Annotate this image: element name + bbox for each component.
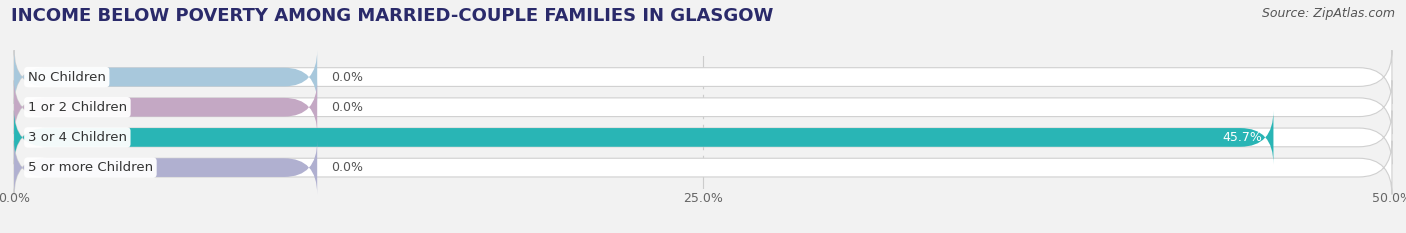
Text: INCOME BELOW POVERTY AMONG MARRIED-COUPLE FAMILIES IN GLASGOW: INCOME BELOW POVERTY AMONG MARRIED-COUPL…: [11, 7, 773, 25]
Text: 5 or more Children: 5 or more Children: [28, 161, 153, 174]
Text: 0.0%: 0.0%: [330, 71, 363, 84]
FancyBboxPatch shape: [14, 110, 1392, 164]
Text: 3 or 4 Children: 3 or 4 Children: [28, 131, 127, 144]
Text: 1 or 2 Children: 1 or 2 Children: [28, 101, 127, 114]
FancyBboxPatch shape: [14, 80, 318, 134]
FancyBboxPatch shape: [14, 141, 318, 195]
FancyBboxPatch shape: [14, 110, 1274, 164]
FancyBboxPatch shape: [14, 50, 318, 104]
FancyBboxPatch shape: [14, 80, 1392, 134]
FancyBboxPatch shape: [14, 141, 1392, 195]
Text: 0.0%: 0.0%: [330, 161, 363, 174]
Text: 0.0%: 0.0%: [330, 101, 363, 114]
FancyBboxPatch shape: [14, 50, 1392, 104]
Text: 45.7%: 45.7%: [1223, 131, 1263, 144]
Text: Source: ZipAtlas.com: Source: ZipAtlas.com: [1261, 7, 1395, 20]
Text: No Children: No Children: [28, 71, 105, 84]
